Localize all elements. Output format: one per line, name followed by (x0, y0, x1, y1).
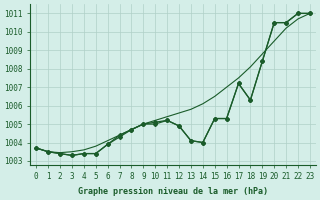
X-axis label: Graphe pression niveau de la mer (hPa): Graphe pression niveau de la mer (hPa) (78, 187, 268, 196)
